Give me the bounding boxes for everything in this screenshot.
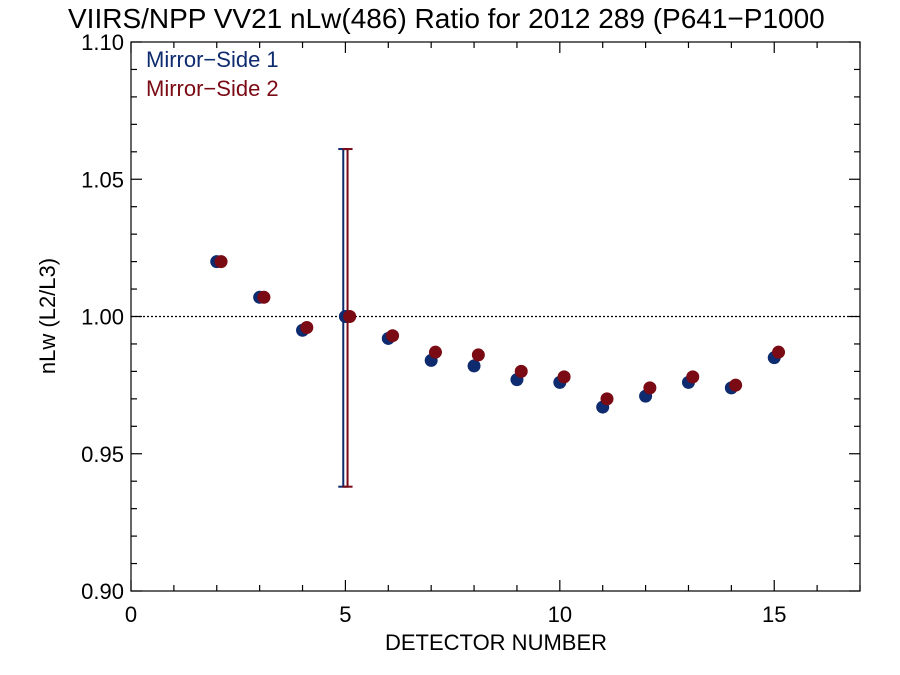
tick-labels: 0 5 10 15 0.90 0.95 1.00 1.05 1.10 (81, 30, 786, 627)
y-tick-label: 1.05 (81, 167, 124, 192)
data-point-series-2 (428, 345, 442, 359)
y-tick-label: 0.95 (81, 442, 124, 467)
data-point-series-2 (729, 378, 743, 392)
data-point-series-2 (643, 381, 657, 395)
x-axis-label: DETECTOR NUMBER (385, 630, 607, 655)
axis-ticks (130, 41, 861, 592)
data-point-series-2 (386, 329, 400, 343)
data-point-series-2 (686, 370, 700, 384)
y-tick-label: 1.10 (81, 30, 124, 55)
x-tick-label: 10 (548, 602, 572, 627)
y-tick-label: 0.90 (81, 579, 124, 604)
data-point-series-2 (214, 255, 228, 269)
data-point-series-2 (600, 392, 614, 406)
y-tick-label: 1.00 (81, 305, 124, 330)
x-tick-label: 15 (762, 602, 786, 627)
x-tick-label: 0 (125, 602, 137, 627)
y-axis-label: nLw (L2/L3) (35, 258, 60, 374)
data-point-series-2 (514, 364, 528, 378)
data-point-series-2 (257, 290, 271, 304)
legend-entry-mirror-side-2: Mirror−Side 2 (146, 76, 279, 101)
data-point-series-2 (557, 370, 571, 384)
chart-title: VIIRS/NPP VV21 nLw(486) Ratio for 2012 2… (68, 3, 825, 34)
data-point-series-2 (471, 348, 485, 362)
data-point-series-1 (467, 359, 481, 373)
data-points (210, 255, 786, 414)
legend-entry-mirror-side-1: Mirror−Side 1 (146, 47, 279, 72)
x-tick-label: 5 (339, 602, 351, 627)
data-point-series-2 (343, 310, 357, 323)
data-point-series-2 (772, 345, 786, 359)
data-point-series-2 (300, 320, 314, 334)
